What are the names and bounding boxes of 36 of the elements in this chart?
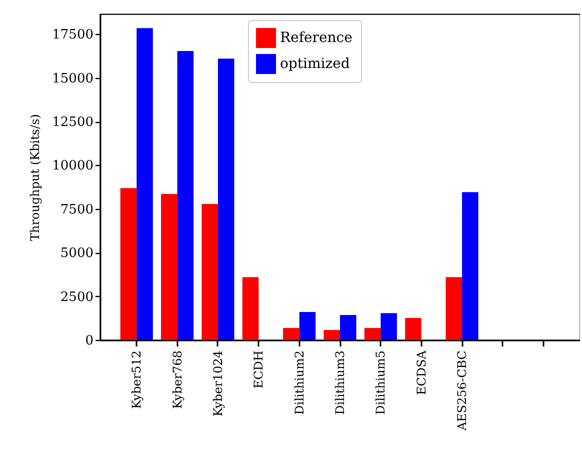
x-tick-label: Kyber768 — [170, 350, 184, 409]
legend-label: optimized — [280, 56, 350, 72]
y-tick-label: 2500 — [60, 290, 94, 305]
bar — [242, 277, 259, 340]
bar — [177, 51, 194, 340]
x-tick-label: ECDSA — [414, 350, 428, 395]
bar — [120, 188, 137, 340]
y-tick-label: 12500 — [52, 115, 94, 130]
bar — [340, 315, 356, 340]
bar — [324, 330, 340, 340]
bar — [462, 192, 478, 340]
x-tick-label: Dilithium2 — [292, 350, 306, 415]
x-tick-label: AES256-CBC — [455, 350, 470, 432]
bar — [405, 318, 422, 340]
bar — [380, 313, 397, 340]
bar — [283, 328, 300, 340]
x-tick-label: Dilithium3 — [333, 350, 347, 415]
x-tick-label: ECDH — [252, 350, 266, 389]
bar — [446, 277, 462, 340]
y-tick-label: 15000 — [52, 71, 94, 86]
x-tick-label: Dilithium5 — [374, 350, 388, 415]
bar — [364, 328, 381, 340]
bar — [136, 28, 153, 340]
y-tick-label: 7500 — [60, 202, 94, 218]
x-tick-label: Kyber512 — [130, 350, 144, 409]
y-tick-label: 5000 — [60, 246, 94, 262]
y-axis-title: Throughput (Kbits/s) — [28, 114, 42, 241]
bar — [218, 58, 234, 340]
y-tick-label: 0 — [85, 334, 94, 348]
x-tick-label: Kyber1024 — [210, 350, 225, 417]
y-tick-label: 17500 — [52, 28, 94, 43]
bar — [299, 312, 316, 340]
bar — [202, 204, 218, 340]
y-tick-label: 10000 — [52, 158, 94, 174]
bar — [161, 194, 178, 340]
legend-label: Reference — [280, 30, 352, 46]
